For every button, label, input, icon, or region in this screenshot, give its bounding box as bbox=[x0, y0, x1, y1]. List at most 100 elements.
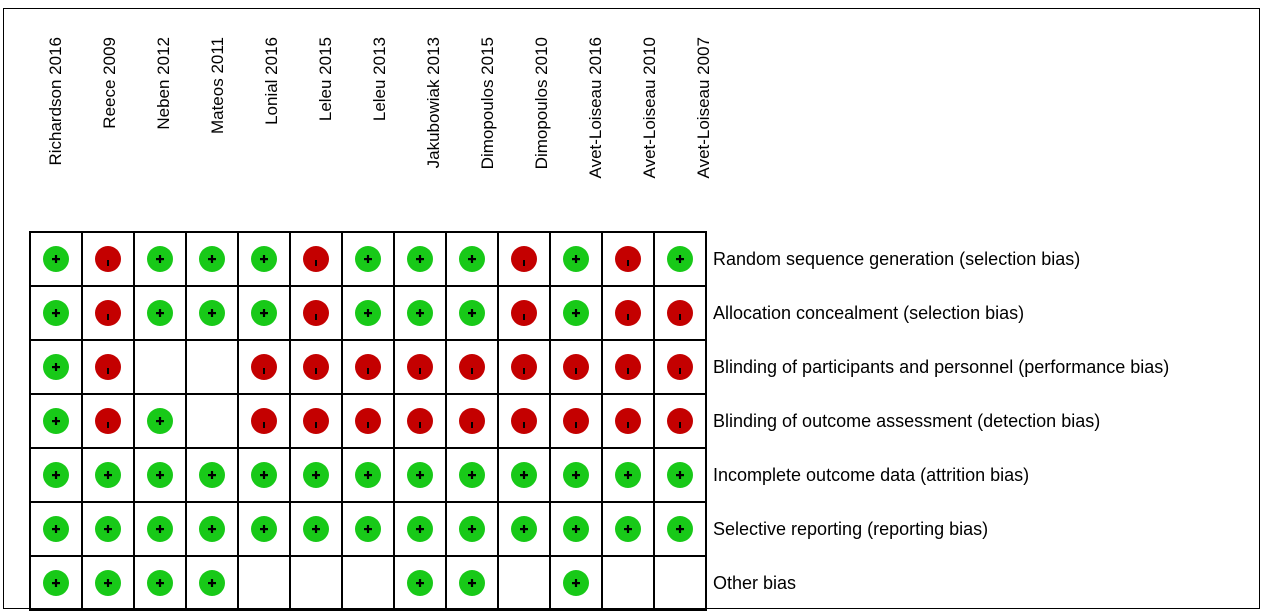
judgement-cell bbox=[187, 449, 239, 503]
judgement-cell bbox=[343, 395, 395, 449]
low-risk-dot bbox=[667, 516, 693, 542]
plus-icon bbox=[416, 309, 424, 317]
minus-icon bbox=[107, 314, 109, 320]
plus-icon bbox=[416, 471, 424, 479]
plus-icon bbox=[572, 309, 580, 317]
judgement-cell bbox=[603, 449, 655, 503]
minus-icon bbox=[107, 260, 109, 266]
minus-icon bbox=[419, 368, 421, 374]
low-risk-dot bbox=[43, 300, 69, 326]
judgement-cell bbox=[395, 503, 447, 557]
plus-icon bbox=[104, 471, 112, 479]
low-risk-dot bbox=[459, 300, 485, 326]
minus-icon bbox=[107, 422, 109, 428]
low-risk-dot bbox=[355, 516, 381, 542]
judgement-cell bbox=[239, 503, 291, 557]
domain-label: Selective reporting (reporting bias) bbox=[713, 519, 989, 539]
plus-icon bbox=[52, 525, 60, 533]
judgement-cell bbox=[187, 503, 239, 557]
minus-icon bbox=[627, 368, 629, 374]
high-risk-dot bbox=[615, 354, 641, 380]
judgement-cell bbox=[135, 287, 187, 341]
plus-icon bbox=[468, 309, 476, 317]
judgement-cell bbox=[31, 287, 83, 341]
plus-icon bbox=[572, 471, 580, 479]
judgement-cell bbox=[83, 503, 135, 557]
low-risk-dot bbox=[43, 516, 69, 542]
minus-icon bbox=[263, 368, 265, 374]
minus-icon bbox=[627, 260, 629, 266]
judgement-cell bbox=[239, 341, 291, 395]
low-risk-dot bbox=[563, 462, 589, 488]
study-name: Lonial 2016 bbox=[261, 37, 281, 125]
low-risk-dot bbox=[199, 300, 225, 326]
plus-icon bbox=[52, 579, 60, 587]
high-risk-dot bbox=[95, 300, 121, 326]
judgement-cell bbox=[291, 503, 343, 557]
judgement-cell bbox=[291, 395, 343, 449]
study-name: Neben 2012 bbox=[153, 37, 173, 130]
judgement-cell bbox=[187, 233, 239, 287]
judgement-cell bbox=[447, 449, 499, 503]
low-risk-dot bbox=[459, 516, 485, 542]
plus-icon bbox=[156, 525, 164, 533]
minus-icon bbox=[419, 422, 421, 428]
high-risk-dot bbox=[303, 300, 329, 326]
plus-icon bbox=[312, 471, 320, 479]
judgement-cell bbox=[239, 557, 291, 611]
judgement-cell bbox=[655, 503, 707, 557]
judgement-cell bbox=[551, 395, 603, 449]
plus-icon bbox=[416, 579, 424, 587]
judgement-cell bbox=[499, 449, 551, 503]
plus-icon bbox=[572, 579, 580, 587]
low-risk-dot bbox=[199, 516, 225, 542]
judgement-cell bbox=[395, 341, 447, 395]
low-risk-dot bbox=[667, 246, 693, 272]
judgement-cell bbox=[291, 233, 343, 287]
judgement-cell bbox=[447, 233, 499, 287]
low-risk-dot bbox=[407, 516, 433, 542]
judgement-cell bbox=[83, 557, 135, 611]
minus-icon bbox=[315, 422, 317, 428]
risk-of-bias-summary: Richardson 2016 Reece 2009 Neben 2012 Mateo… bbox=[3, 8, 1260, 611]
judgement-cell bbox=[83, 341, 135, 395]
low-risk-dot bbox=[199, 570, 225, 596]
plus-icon bbox=[156, 471, 164, 479]
high-risk-dot bbox=[95, 354, 121, 380]
study-name: Reece 2009 bbox=[99, 37, 119, 129]
low-risk-dot bbox=[251, 300, 277, 326]
study-header: Lonial 2016 bbox=[245, 37, 298, 227]
judgement-cell bbox=[603, 341, 655, 395]
minus-icon bbox=[679, 368, 681, 374]
high-risk-dot bbox=[667, 354, 693, 380]
plus-icon bbox=[156, 417, 164, 425]
judgement-cell bbox=[135, 557, 187, 611]
minus-icon bbox=[523, 422, 525, 428]
study-name: Mateos 2011 bbox=[207, 37, 227, 135]
low-risk-dot bbox=[563, 570, 589, 596]
judgement-cell bbox=[655, 395, 707, 449]
plus-icon bbox=[208, 309, 216, 317]
plus-icon bbox=[364, 309, 372, 317]
low-risk-dot bbox=[355, 246, 381, 272]
study-header: Avet-Loiseau 2010 bbox=[623, 37, 676, 227]
minus-icon bbox=[315, 260, 317, 266]
low-risk-dot bbox=[355, 462, 381, 488]
minus-icon bbox=[471, 368, 473, 374]
study-header: Mateos 2011 bbox=[191, 37, 244, 227]
plus-icon bbox=[260, 471, 268, 479]
judgement-cell bbox=[603, 557, 655, 611]
plus-icon bbox=[468, 579, 476, 587]
high-risk-dot bbox=[615, 246, 641, 272]
plus-icon bbox=[416, 525, 424, 533]
plus-icon bbox=[520, 525, 528, 533]
judgement-cell bbox=[603, 503, 655, 557]
judgement-cell bbox=[655, 449, 707, 503]
low-risk-dot bbox=[147, 516, 173, 542]
judgement-cell bbox=[239, 287, 291, 341]
judgement-cell bbox=[31, 233, 83, 287]
low-risk-dot bbox=[303, 462, 329, 488]
high-risk-dot bbox=[95, 408, 121, 434]
study-name: Avet-Loiseau 2016 bbox=[585, 37, 605, 179]
judgement-cell bbox=[343, 503, 395, 557]
